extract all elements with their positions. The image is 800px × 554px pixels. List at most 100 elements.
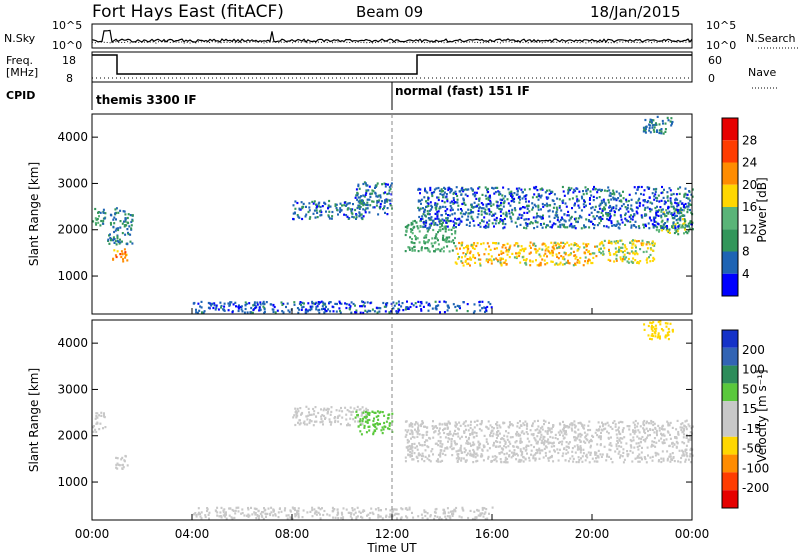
scatter-cell [274, 514, 277, 517]
scatter-cell [449, 446, 452, 449]
scatter-cell [465, 211, 468, 214]
scatter-cell [368, 211, 371, 214]
scatter-cell [636, 212, 639, 215]
scatter-cell [571, 225, 574, 228]
scatter-cell [412, 226, 415, 229]
scatter-cell [565, 441, 568, 444]
scatter-cell [466, 258, 469, 261]
colorbar-tick-label: 4 [742, 267, 750, 281]
scatter-cell [334, 419, 337, 422]
scatter-cell [504, 259, 507, 262]
scatter-cell [476, 459, 479, 462]
scatter-cell [309, 305, 312, 308]
scatter-cell [524, 197, 527, 200]
scatter-cell [525, 427, 528, 430]
scatter-cell [642, 423, 645, 426]
scatter-cell [297, 507, 300, 510]
scatter-cell [635, 442, 638, 445]
scatter-cell [446, 304, 449, 307]
scatter-cell [439, 192, 442, 196]
scatter-cell [552, 222, 555, 225]
scatter-cell [509, 204, 512, 207]
scatter-cell [325, 408, 328, 412]
scatter-cell [444, 515, 447, 518]
scatter-cell [346, 208, 349, 211]
scatter-cell [259, 303, 262, 306]
scatter-cell [487, 202, 490, 206]
scatter-cell [567, 188, 570, 192]
scatter-cell [356, 194, 359, 197]
scatter-cell [540, 208, 542, 211]
scatter-cell [305, 311, 308, 314]
scatter-cell [608, 239, 611, 242]
scatter-cell [675, 428, 678, 431]
scatter-cell [476, 454, 479, 457]
scatter-cell [620, 239, 623, 242]
scatter-cell [370, 507, 373, 510]
scatter-cell [423, 443, 426, 447]
scatter-cell [598, 217, 601, 220]
scatter-cell [502, 227, 505, 230]
scatter-cell [679, 186, 682, 189]
scatter-cell [327, 215, 330, 218]
scatter-cell [545, 247, 548, 250]
scatter-cell [100, 414, 103, 417]
scatter-cell [669, 421, 672, 424]
scatter-cell [365, 203, 368, 206]
scatter-cell [610, 242, 613, 245]
scatter-cell [644, 438, 647, 441]
scatter-cell [638, 197, 641, 200]
scatter-cell [503, 445, 506, 448]
scatter-cell [490, 210, 493, 214]
scatter-cell [480, 219, 483, 222]
scatter-cell [526, 452, 528, 455]
scatter-cell [319, 421, 322, 424]
scatter-cell [644, 118, 647, 122]
scatter-cell [636, 253, 639, 256]
scatter-cell [343, 204, 346, 207]
scatter-cell [453, 242, 455, 245]
scatter-cell [456, 453, 459, 456]
scatter-cell [428, 250, 431, 253]
scatter-cell [424, 455, 427, 458]
scatter-cell [606, 217, 609, 221]
scatter-cell [368, 413, 371, 416]
scatter-cell [667, 207, 669, 210]
scatter-cell [214, 509, 217, 512]
scatter-cell [588, 213, 591, 216]
noise-left-tick-top: 10^5 [52, 19, 82, 32]
scatter-cell [433, 242, 436, 245]
scatter-cell [433, 250, 436, 253]
scatter-cell [513, 244, 516, 247]
scatter-cell [362, 411, 365, 414]
scatter-cell [308, 411, 310, 414]
scatter-cell [347, 422, 350, 425]
scatter-cell [351, 215, 354, 218]
scatter-cell [676, 205, 679, 208]
scatter-cell [612, 198, 615, 201]
scatter-cell [489, 196, 492, 199]
scatter-cell [359, 423, 362, 426]
scatter-cell [478, 446, 481, 449]
scatter-cell [366, 198, 369, 201]
scatter-cell [421, 444, 424, 447]
scatter-cell [636, 422, 639, 425]
scatter-cell [222, 514, 225, 517]
scatter-cell [460, 188, 463, 191]
scatter-cell [646, 257, 649, 260]
scatter-cell [377, 507, 380, 510]
scatter-cell [377, 414, 380, 418]
scatter-cell [487, 190, 490, 193]
scatter-cell [475, 434, 478, 437]
scatter-cell [661, 185, 663, 189]
scatter-cell [460, 260, 463, 263]
scatter-cell [565, 448, 568, 451]
scatter-cell [535, 259, 537, 262]
scatter-cell [499, 198, 502, 201]
scatter-cell [619, 246, 622, 249]
scatter-cell [470, 205, 473, 208]
scatter-cell [122, 258, 124, 261]
scatter-cell [678, 211, 681, 215]
scatter-cell [580, 216, 583, 219]
scatter-cell [216, 511, 219, 514]
